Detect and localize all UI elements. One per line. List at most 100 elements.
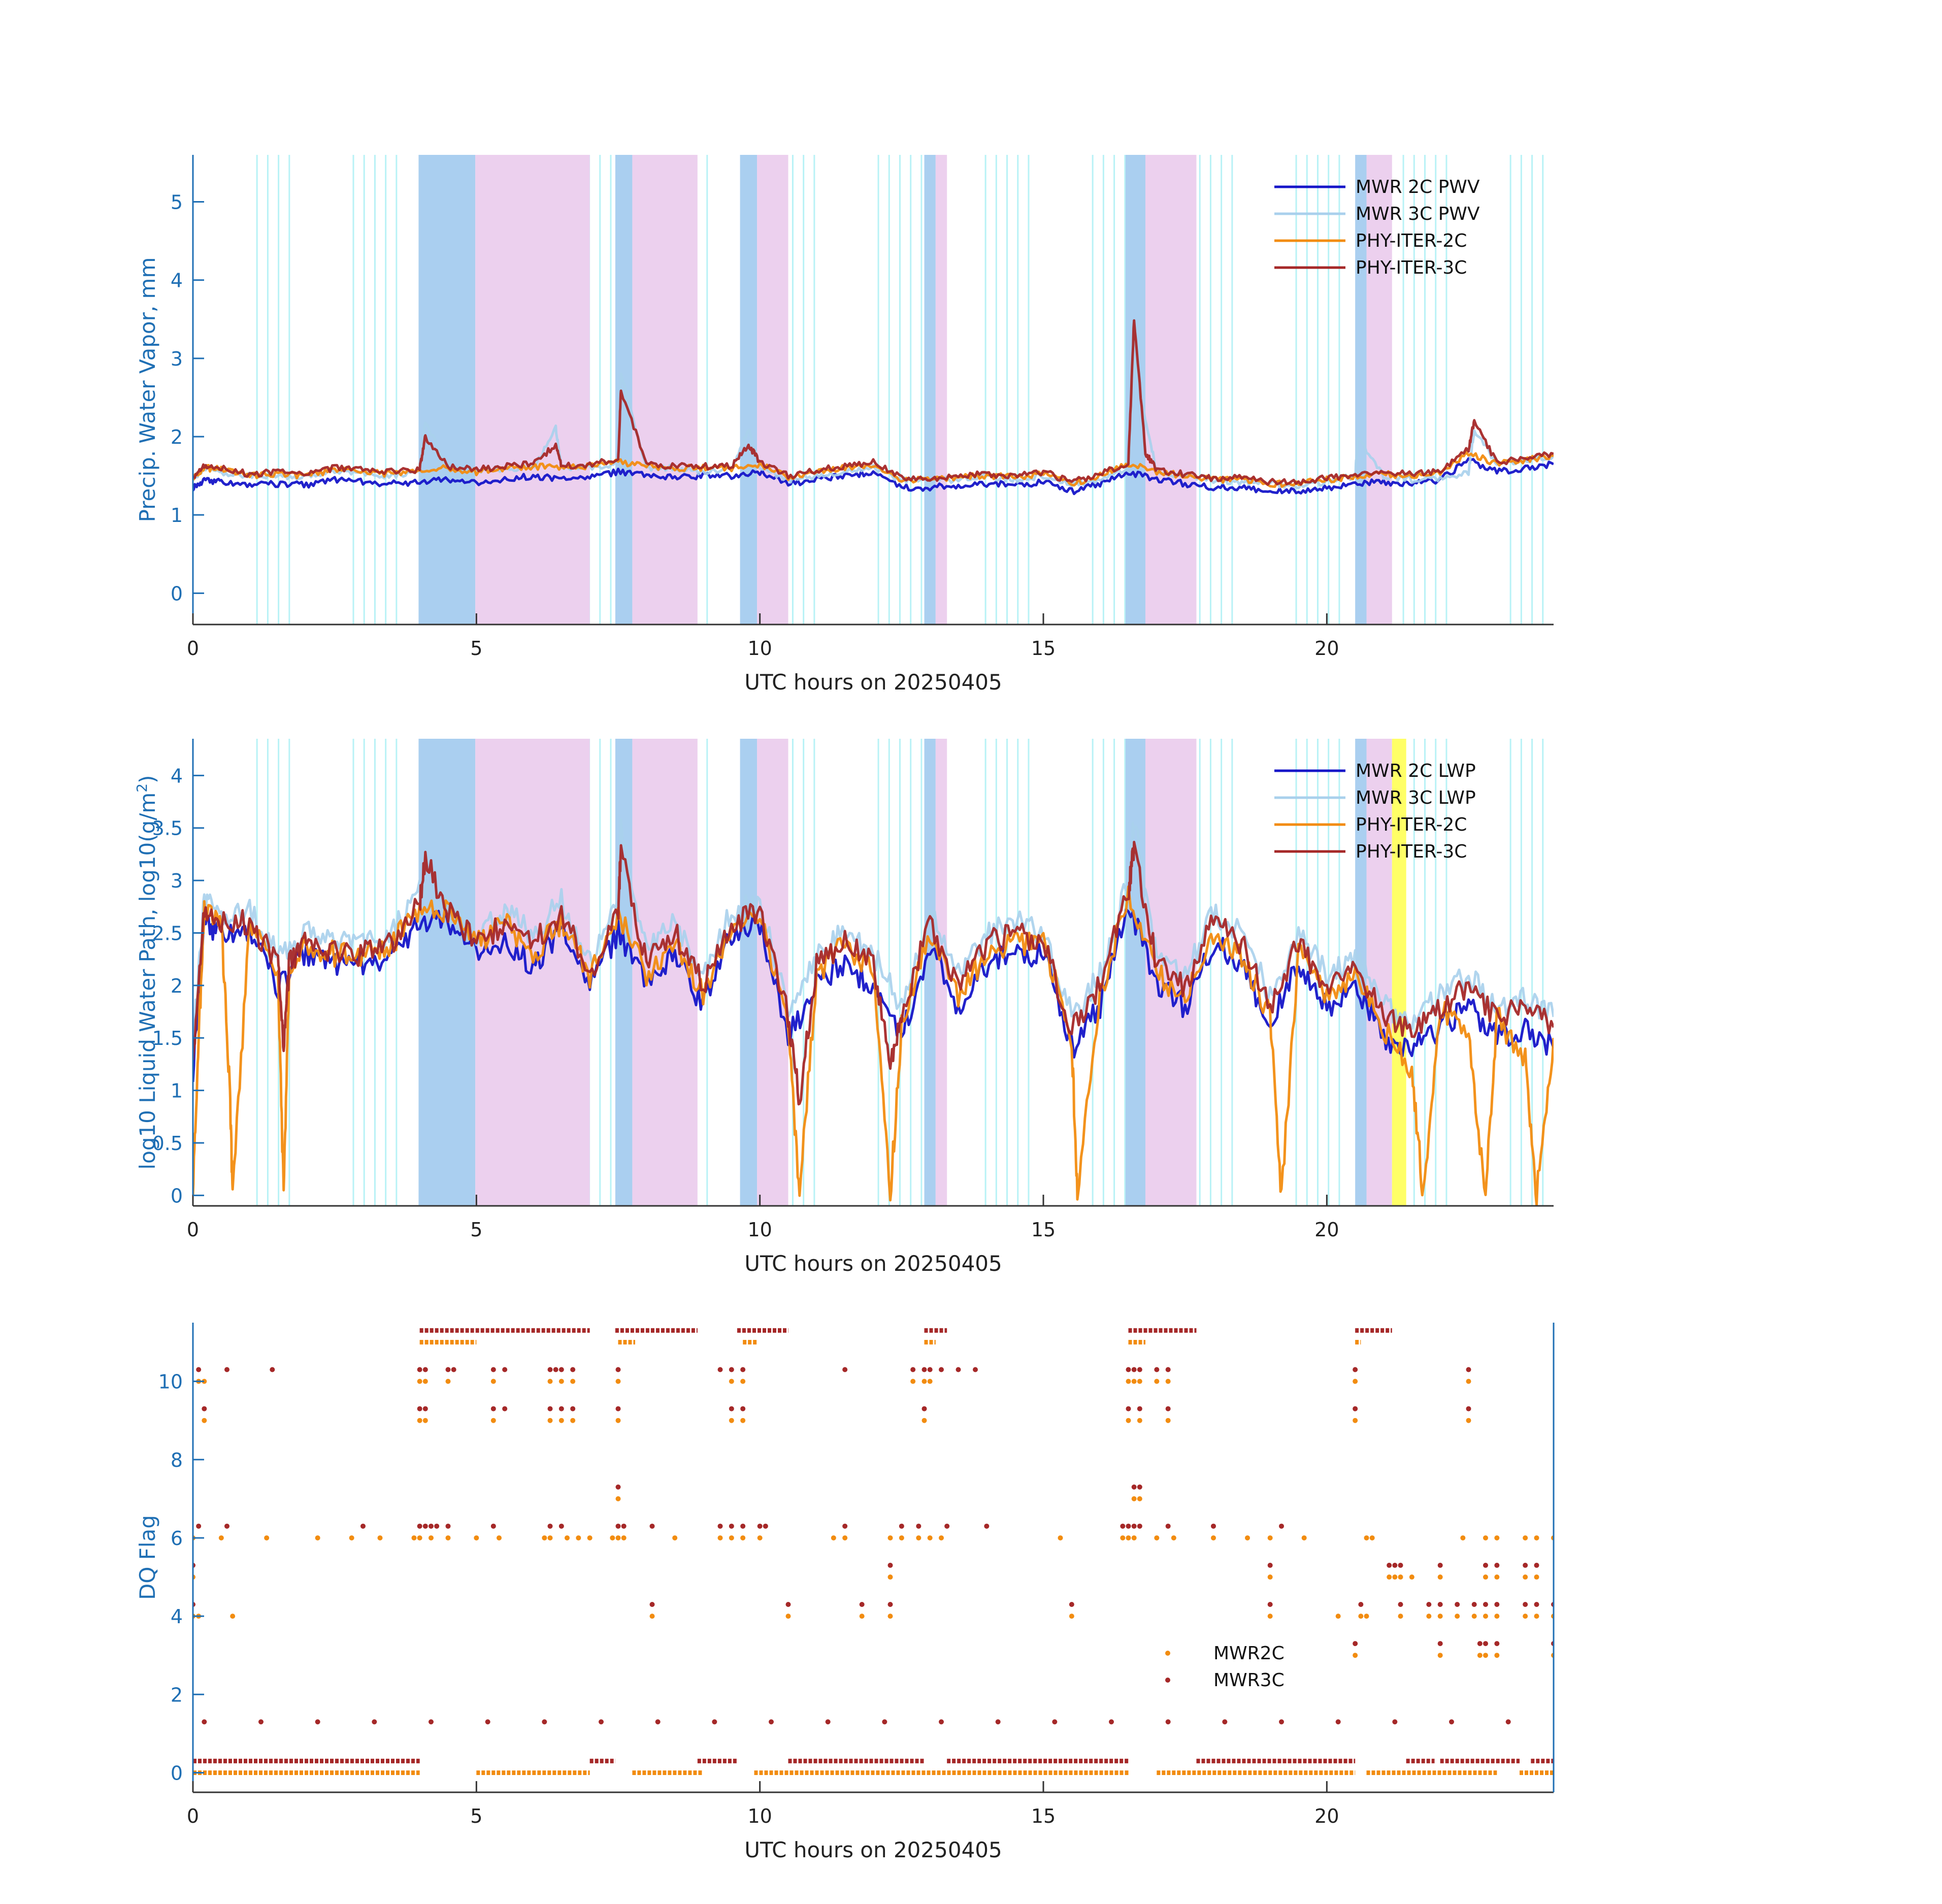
dq-point-phy3c [1131, 1523, 1137, 1529]
dq-point-phy2c [1523, 1614, 1528, 1619]
dq-point-phy2c [445, 1535, 451, 1540]
series-line-phy3c [193, 319, 1554, 486]
shade-pink [1366, 155, 1392, 625]
dq-point-phy3c [615, 1367, 621, 1372]
dq-point-phy2c [1358, 1614, 1364, 1619]
dq-point-phy3c [1353, 1367, 1358, 1372]
dq-point-phy3c [1279, 1523, 1284, 1529]
dq-point-phy3c [621, 1523, 627, 1529]
shade-pink [757, 155, 788, 625]
dq-point-phy3c [712, 1719, 717, 1725]
dq-point-phy2c [1165, 1418, 1171, 1423]
dq-point-phy2c [1301, 1535, 1307, 1540]
dq-point-phy2c [315, 1535, 320, 1540]
panel-lwp: 0 5 10 15 20 0 0.5 1 1.5 2 2.5 3 3.5 4 UTC hours on 20… [134, 739, 1554, 1276]
dq-point-phy3c [445, 1367, 451, 1372]
dq-point-phy3c [1483, 1641, 1488, 1647]
dq-point-phy3c [360, 1523, 366, 1529]
y-axis-label-sup: 2 [134, 783, 150, 793]
y-tick-label: 2.5 [152, 922, 183, 944]
dq-point-phy3c [763, 1523, 768, 1529]
shade-pink [935, 155, 947, 625]
shade-blue [740, 155, 758, 625]
dq-point-phy2c [230, 1614, 236, 1619]
dq-point-phy2c [445, 1378, 451, 1384]
y-axis-label-text: DQ Flag [135, 1515, 160, 1600]
dq-point-phy2c [831, 1535, 836, 1540]
dq-point-phy3c [1392, 1562, 1398, 1568]
dq-point-phy3c [785, 1602, 791, 1607]
dq-point-phy3c [1154, 1367, 1160, 1372]
dq-point-phy3c [1398, 1602, 1403, 1607]
dq-point-phy2c [1398, 1574, 1403, 1580]
dq-point-phy3c [570, 1406, 576, 1411]
dq-point-phy3c [1120, 1523, 1126, 1529]
dq-point-phy3c [417, 1406, 422, 1411]
y-tick-label: 5 [171, 191, 183, 214]
dq-point-phy2c [615, 1378, 621, 1384]
plot-area [193, 739, 1554, 1206]
y-axis-label: log10 Liquid Water Path, log10(g/m2) [134, 775, 160, 1169]
y-axis-label: DQ Flag [135, 1515, 160, 1600]
dq-point-phy3c [1165, 1523, 1171, 1529]
dq-point-phy2c [1154, 1378, 1160, 1384]
y-tick-label: 3.5 [152, 817, 183, 840]
dq-point-phy3c [1437, 1562, 1443, 1568]
dq-point-phy3c [984, 1523, 990, 1529]
dq-point-phy3c [1126, 1367, 1131, 1372]
dq-point-phy3c [842, 1367, 848, 1372]
dq-point-phy2c [490, 1418, 496, 1423]
dq-point-phy2c [490, 1378, 496, 1384]
dq-point-phy2c [1137, 1496, 1142, 1501]
dq-point-phy3c [422, 1367, 428, 1372]
dq-point-phy2c [1137, 1378, 1142, 1384]
dq-point-phy2c [1069, 1614, 1074, 1619]
shade-blue [924, 155, 936, 625]
dq-point-phy3c [939, 1367, 944, 1372]
legend-label: PHY-ITER-3C [1356, 257, 1467, 278]
dq-point-phy2c [1267, 1574, 1273, 1580]
dq-point-phy2c [1165, 1378, 1171, 1384]
dq-point-phy2c [1131, 1378, 1137, 1384]
dq-point-phy2c [1466, 1418, 1471, 1423]
dq-point-phy2c [1426, 1614, 1432, 1619]
dq-point-phy3c [1494, 1602, 1500, 1607]
dq-point-phy2c [615, 1535, 621, 1540]
dq-point-phy2c [1494, 1574, 1500, 1580]
dq-point-phy2c [859, 1614, 865, 1619]
dq-point-phy2c [1471, 1614, 1477, 1619]
dq-point-phy3c [1137, 1367, 1142, 1372]
dq-point-phy3c [434, 1523, 440, 1529]
dq-point-phy2c [1494, 1614, 1500, 1619]
dq-point-phy2c [218, 1535, 224, 1540]
shade-pink [475, 739, 590, 1206]
dq-point-phy2c [672, 1535, 678, 1540]
dq-point-phy3c [1335, 1719, 1341, 1725]
dq-point-phy2c [1437, 1653, 1443, 1658]
dq-point-phy2c [1267, 1614, 1273, 1619]
dq-point-phy2c [1154, 1535, 1160, 1540]
x-tick-label: 10 [747, 637, 772, 660]
dq-point-phy3c [887, 1562, 893, 1568]
dq-point-phy2c [542, 1535, 547, 1540]
dq-point-phy2c [1364, 1614, 1369, 1619]
dq-point-phy3c [887, 1602, 893, 1607]
dq-point-phy2c [1131, 1535, 1137, 1540]
dq-point-phy3c [1165, 1406, 1171, 1411]
dq-point-phy3c [270, 1367, 275, 1372]
legend-label: MWR 2C PWV [1356, 177, 1480, 198]
dq-point-phy2c [1483, 1574, 1488, 1580]
dq-point-phy3c [422, 1523, 428, 1529]
dq-point-phy3c [717, 1523, 723, 1529]
dq-point-phy2c [1369, 1535, 1375, 1540]
y-axis-label: Precip. Water Vapor, mm [135, 257, 160, 522]
dq-point-phy3c [202, 1406, 207, 1411]
dq-point-phy3c [1165, 1367, 1171, 1372]
dq-point-phy2c [1523, 1574, 1528, 1580]
dq-point-phy2c [615, 1418, 621, 1423]
dq-point-phy2c [1437, 1614, 1443, 1619]
dq-point-phy2c [417, 1535, 422, 1540]
x-tick-label: 10 [747, 1805, 772, 1827]
dq-point-phy3c [485, 1719, 490, 1725]
dq-point-phy2c [202, 1378, 207, 1384]
